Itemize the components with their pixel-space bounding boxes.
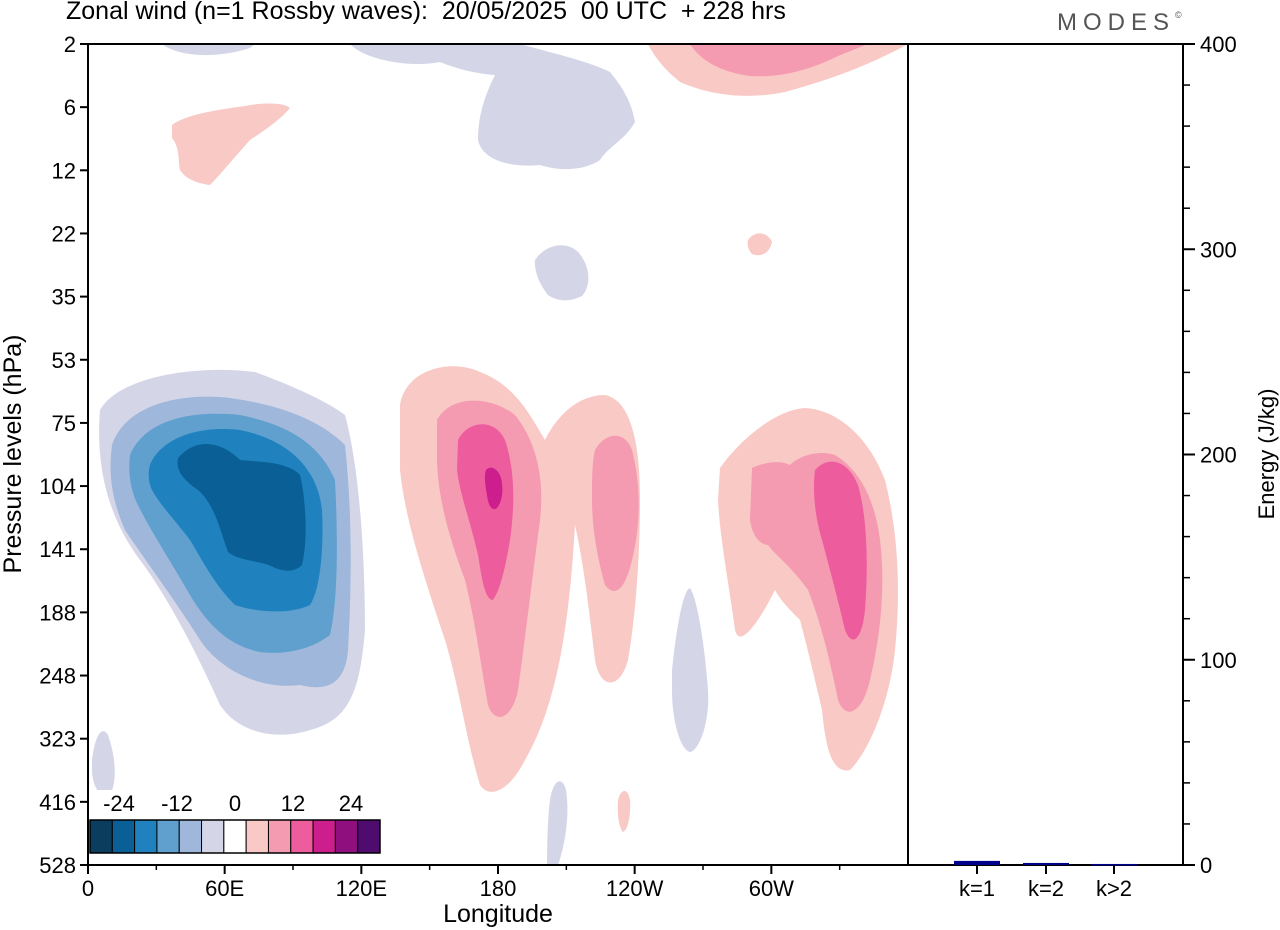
- y-tick-label: 528: [39, 853, 76, 878]
- contour-pos-east-l3: [813, 461, 867, 640]
- contour-neg-upper-l2: [350, 44, 635, 170]
- contour-pos-180-l2b: [592, 435, 639, 592]
- x-tick-label: 120E: [336, 876, 387, 901]
- contour-neg-low-l3: [547, 781, 568, 865]
- y-tick-label: 248: [39, 664, 76, 689]
- colorbar-swatch: [245, 819, 269, 854]
- colorbar-swatch: [267, 819, 292, 854]
- x-tick-label: 60W: [749, 876, 794, 901]
- brand-text: MODES: [1057, 9, 1176, 36]
- contour-pos-upper-l2: [690, 44, 868, 77]
- colorbar-swatch: [156, 819, 180, 854]
- y-tick-label: 323: [39, 727, 76, 752]
- contour-neg-upper-l1: [162, 44, 255, 56]
- contour-pos-180-l3: [457, 424, 514, 600]
- colorbar-label: -24: [103, 791, 135, 816]
- y-tick-label: 416: [39, 790, 76, 815]
- contour-pos-upper-l3: [172, 103, 290, 185]
- energy-tick-label: 400: [1200, 32, 1237, 57]
- colorbar-swatch: [134, 819, 158, 854]
- y-tick-label: 53: [52, 348, 76, 373]
- colorbar-swatch: [290, 819, 314, 854]
- y-tick-label: 35: [52, 285, 76, 310]
- y-tick-label: 12: [52, 158, 76, 183]
- colorbar-label: 12: [281, 791, 305, 816]
- energy-bar: [954, 860, 1000, 865]
- pressure-axis: 2 6 12 22 35 53 75 104 141 188 248 323 416 528: [39, 32, 88, 878]
- y-tick-label: 22: [52, 221, 76, 246]
- colorbar-swatch: [334, 819, 359, 854]
- colorbar-swatch: [111, 819, 136, 854]
- y-axis-label: Pressure levels (hPa): [0, 335, 27, 574]
- colorbar-swatch: [223, 819, 247, 854]
- energy-axis-label: Energy (J/kg): [1254, 389, 1279, 520]
- x-tick-label: 60E: [205, 876, 244, 901]
- x-tick-label: 120W: [606, 876, 664, 901]
- energy-tick-label: 300: [1200, 237, 1237, 262]
- energy-category-label: k>2: [1096, 876, 1132, 901]
- colorbar-frame: [89, 819, 381, 854]
- y-tick-label: 141: [39, 537, 76, 562]
- contour-pos-low-l1: [617, 791, 631, 832]
- contour-neg-low-l1: [672, 588, 709, 752]
- modes-logo: MODES©: [1057, 9, 1182, 37]
- x-axis-label: Longitude: [443, 900, 553, 928]
- y-tick-label: 75: [52, 411, 76, 436]
- energy-tick-label: 100: [1200, 648, 1237, 673]
- y-tick-label: 2: [64, 32, 76, 57]
- copyright-mark: ©: [1175, 10, 1182, 20]
- colorbar-label: 0: [229, 791, 241, 816]
- chart-title: Zonal wind (n=1 Rossby waves): 20/05/202…: [66, 0, 786, 25]
- energy-tick-label: 0: [1200, 853, 1212, 878]
- colorbar-label: -12: [161, 791, 193, 816]
- x-tick-label: 0: [82, 876, 94, 901]
- y-tick-label: 104: [39, 474, 76, 499]
- contour-neg-west-l5: [177, 443, 306, 571]
- energy-tick-label: 200: [1200, 443, 1237, 468]
- energy-axis-ticks: 0 100 200 300 400: [1183, 32, 1237, 878]
- energy-bars: k=1 k=2 k>2: [954, 860, 1137, 901]
- longitude-axis: 0 60E 120E 180 120W 60W: [82, 865, 841, 901]
- wind-field: [92, 44, 908, 865]
- colorbar-swatch: [178, 819, 203, 854]
- colorbar-label: 24: [339, 791, 363, 816]
- y-tick-label: 188: [39, 600, 76, 625]
- y-tick-label: 6: [64, 95, 76, 120]
- colorbar-swatch: [357, 819, 381, 854]
- contour-pos-180-l4: [484, 467, 503, 510]
- colorbar-swatch: [89, 819, 113, 854]
- colorbar-swatch: [201, 819, 225, 854]
- contour-pos-upper-l4: [747, 233, 772, 256]
- colorbar-swatch: [312, 819, 336, 854]
- energy-bar: [1091, 863, 1137, 866]
- energy-bar: [1023, 862, 1069, 865]
- contour-neg-upper-l3: [534, 245, 589, 301]
- energy-category-label: k=1: [959, 876, 995, 901]
- contour-neg-low-l2: [92, 731, 115, 796]
- x-tick-label: 180: [480, 876, 517, 901]
- colorbar: -24 -12 0 12 24: [88, 790, 382, 854]
- energy-category-label: k=2: [1028, 876, 1064, 901]
